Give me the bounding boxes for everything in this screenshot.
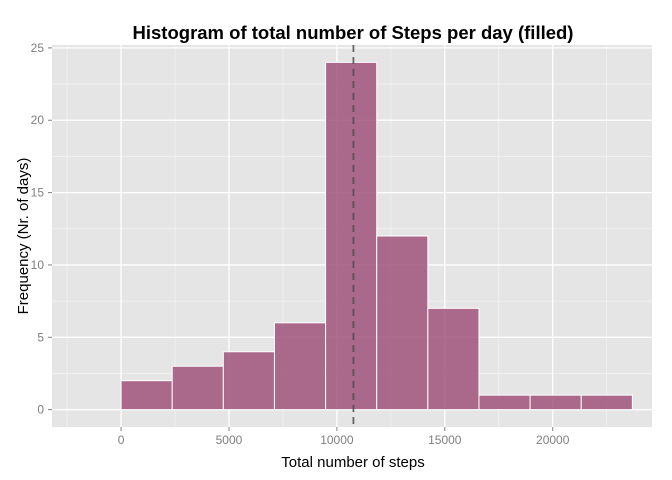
chart-title: Histogram of total number of Steps per d… [133, 22, 574, 43]
x-tick-label: 0 [118, 433, 125, 447]
y-tick-label: 20 [31, 113, 45, 127]
y-tick-label: 15 [31, 186, 45, 200]
y-axis-ticks: 0 5 10 15 20 25 [31, 41, 52, 417]
x-axis-ticks: 0 5000 10000 15000 20000 [118, 427, 570, 447]
y-axis-title: Frequency (Nr. of days) [15, 158, 32, 315]
histogram-bar [529, 394, 582, 411]
x-tick-label: 20000 [536, 433, 570, 447]
x-axis-title: Total number of steps [281, 454, 424, 471]
histogram-bar [273, 322, 327, 411]
y-tick-label: 25 [31, 41, 45, 55]
histogram-bar [325, 61, 378, 411]
histogram-bar [222, 351, 275, 411]
histogram-bar [171, 365, 224, 411]
x-tick-label: 15000 [428, 433, 462, 447]
y-tick-label: 5 [37, 330, 44, 344]
histogram-bar [580, 394, 633, 411]
histogram-bar [376, 235, 429, 411]
x-tick-label: 10000 [320, 433, 354, 447]
histogram-bar [120, 380, 173, 411]
histogram-bar [478, 394, 531, 411]
x-tick-label: 5000 [216, 433, 243, 447]
y-tick-label: 0 [37, 403, 44, 417]
histogram-bar [427, 307, 480, 411]
y-tick-label: 10 [31, 258, 45, 272]
bars [120, 61, 633, 411]
